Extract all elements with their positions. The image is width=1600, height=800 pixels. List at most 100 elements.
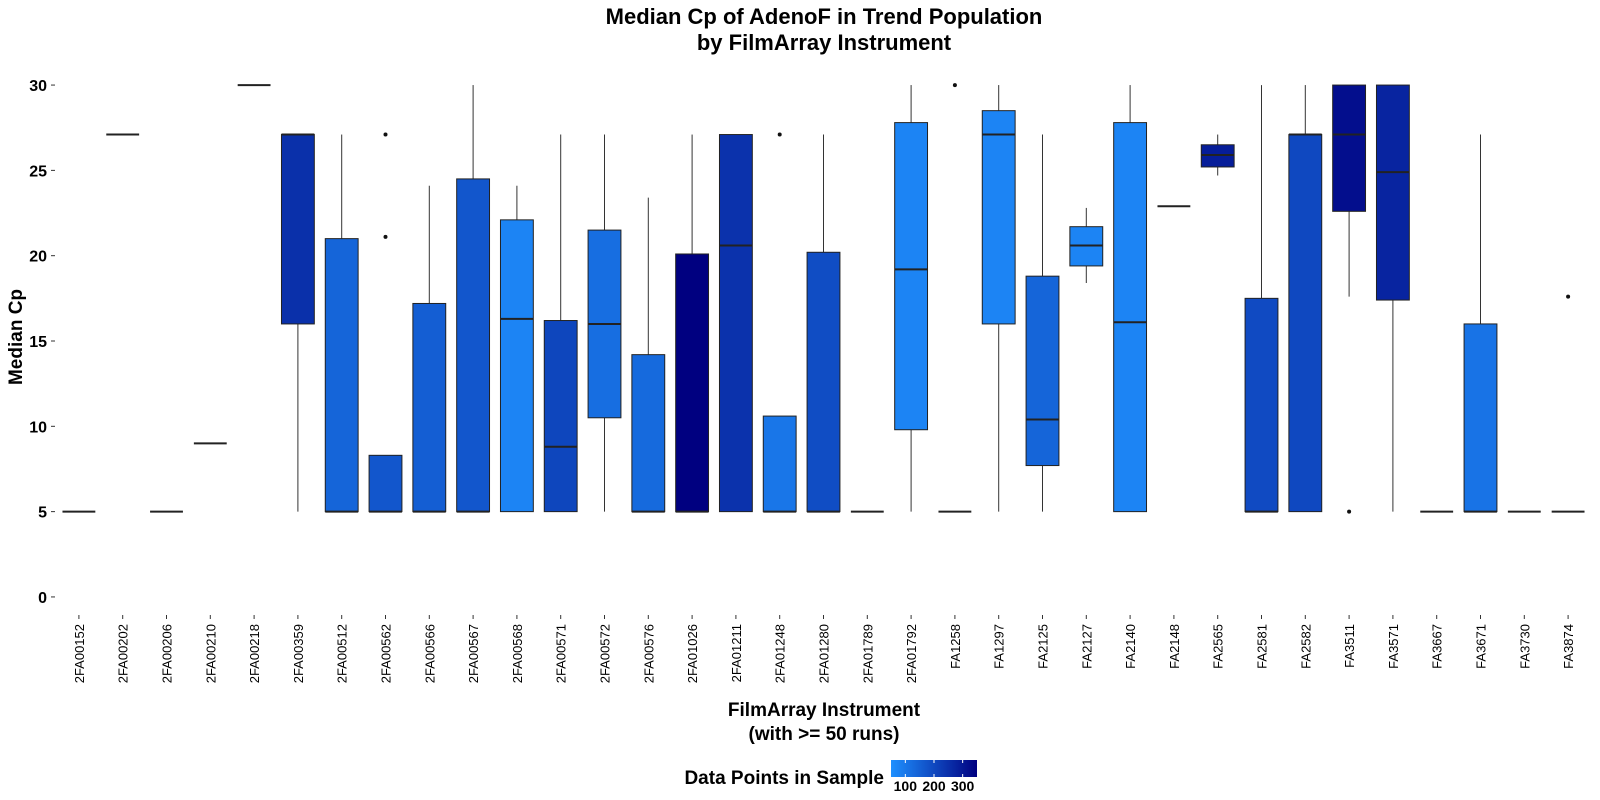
x-tick-label: 2FA01248	[773, 624, 788, 683]
x-tick-label: 2FA00572	[598, 624, 613, 683]
y-tick-label: 20	[29, 249, 47, 266]
box-2FA00571	[543, 134, 578, 513]
chart-title: Median Cp of AdenoF in Trend Population	[606, 4, 1043, 29]
y-tick-label: 0	[38, 590, 47, 607]
box-body	[1332, 84, 1367, 212]
x-tick-label: 2FA00218	[247, 624, 262, 683]
box-FA2581	[1244, 85, 1279, 513]
box-FA1258	[938, 83, 972, 513]
x-axis-label: FilmArray Instrument	[728, 700, 921, 721]
y-tick-label: 5	[38, 505, 47, 522]
box-2FA01211	[718, 134, 753, 513]
x-tick-label: FA2582	[1298, 624, 1313, 669]
x-tick-label: 2FA00562	[379, 624, 394, 683]
x-tick-label: FA2565	[1211, 624, 1226, 669]
box-2FA01280	[806, 134, 841, 513]
x-tick-label: 2FA01211	[729, 624, 744, 682]
box-body	[324, 238, 359, 513]
box-2FA00512	[324, 134, 359, 513]
x-tick-label: 2FA00567	[466, 624, 481, 683]
box-FA2127	[1069, 207, 1104, 283]
x-axis: 2FA00152 2FA00202 2FA00206 2FA00210 2FA00218…	[72, 615, 1576, 683]
box-2FA01248	[762, 132, 797, 513]
box-body	[1244, 297, 1279, 513]
box-2FA00576	[631, 197, 666, 513]
x-tick-label: FA2127	[1079, 624, 1094, 669]
box-2FA00359	[280, 133, 315, 512]
y-tick-label: 30	[29, 78, 47, 95]
x-tick-label: 2FA00566	[422, 624, 437, 683]
legend: Data Points in Sample 100 200 300	[684, 760, 977, 794]
box-body	[1463, 323, 1498, 513]
x-tick-label: FA2581	[1255, 624, 1270, 669]
legend-ticks: 100 200 300	[894, 760, 975, 794]
box-body	[280, 134, 315, 325]
outlier-point	[1566, 294, 1571, 299]
legend-colorbar	[891, 760, 977, 777]
x-tick-label: 2FA00210	[203, 624, 218, 683]
box-FA2565	[1200, 134, 1235, 176]
box-FA2140	[1113, 85, 1148, 513]
box-FA3511	[1332, 84, 1367, 514]
x-tick-label: 2FA00202	[116, 624, 131, 683]
box-body	[543, 320, 578, 513]
x-tick-label: FA3511	[1342, 624, 1357, 668]
box-FA3671	[1463, 134, 1498, 513]
box-body	[806, 251, 841, 513]
box-body	[412, 302, 447, 513]
legend-tick-label: 100	[894, 778, 918, 794]
x-tick-label: 2FA00206	[160, 624, 175, 683]
x-tick-label: 2FA00512	[335, 624, 350, 683]
x-tick-label: 2FA00571	[554, 624, 569, 683]
box-FA2582	[1288, 85, 1323, 513]
box-body	[456, 178, 491, 513]
box-2FA01792	[894, 85, 929, 512]
x-tick-label: 2FA01789	[860, 624, 875, 683]
box-FA1297	[981, 85, 1016, 512]
box-body	[631, 354, 666, 513]
box-2FA00568	[499, 185, 534, 513]
x-tick-label: FA3671	[1474, 624, 1489, 669]
box-series	[62, 83, 1585, 514]
box-body	[718, 134, 753, 513]
y-axis: 0 5 10 15 20 25 30	[29, 78, 55, 607]
x-tick-label: 2FA00576	[641, 624, 656, 683]
box-body	[894, 122, 929, 431]
box-FA3571	[1375, 84, 1410, 512]
outlier-point	[1347, 509, 1352, 514]
x-tick-label: 2FA01280	[817, 624, 832, 683]
box-FA3874	[1551, 294, 1585, 513]
x-tick-label: FA1258	[948, 624, 963, 669]
y-tick-label: 25	[29, 163, 47, 180]
x-tick-label: FA3571	[1386, 624, 1401, 669]
legend-tick-label: 300	[951, 778, 975, 794]
box-body	[1375, 84, 1410, 301]
box-body	[1025, 275, 1060, 467]
x-tick-label: FA2140	[1123, 624, 1138, 669]
x-tick-label: 2FA00568	[510, 624, 525, 683]
x-tick-label: 2FA00152	[72, 624, 87, 683]
x-tick-label: 2FA00359	[291, 624, 306, 683]
y-tick-label: 10	[29, 419, 47, 436]
x-tick-label: 2FA01026	[685, 624, 700, 683]
box-body	[368, 454, 403, 513]
chart-subtitle: by FilmArray Instrument	[697, 30, 952, 55]
y-tick-label: 15	[29, 334, 47, 351]
outlier-point	[777, 132, 782, 137]
outlier-point	[383, 132, 388, 137]
x-tick-label: 2FA01792	[904, 624, 919, 683]
box-2FA00567	[456, 85, 491, 513]
x-axis-sublabel: (with >= 50 runs)	[749, 724, 900, 745]
box-FA2125	[1025, 134, 1060, 512]
box-body	[1288, 134, 1323, 513]
x-tick-label: FA2125	[1036, 624, 1051, 669]
box-2FA00562	[368, 132, 403, 513]
x-tick-label: FA3874	[1561, 624, 1576, 669]
box-2FA00566	[412, 185, 447, 513]
y-axis-label: Median Cp	[6, 289, 27, 385]
x-tick-label: FA1297	[992, 624, 1007, 669]
x-tick-label: FA3730	[1517, 624, 1532, 669]
outlier-point	[383, 234, 388, 239]
outlier-point	[952, 83, 957, 88]
